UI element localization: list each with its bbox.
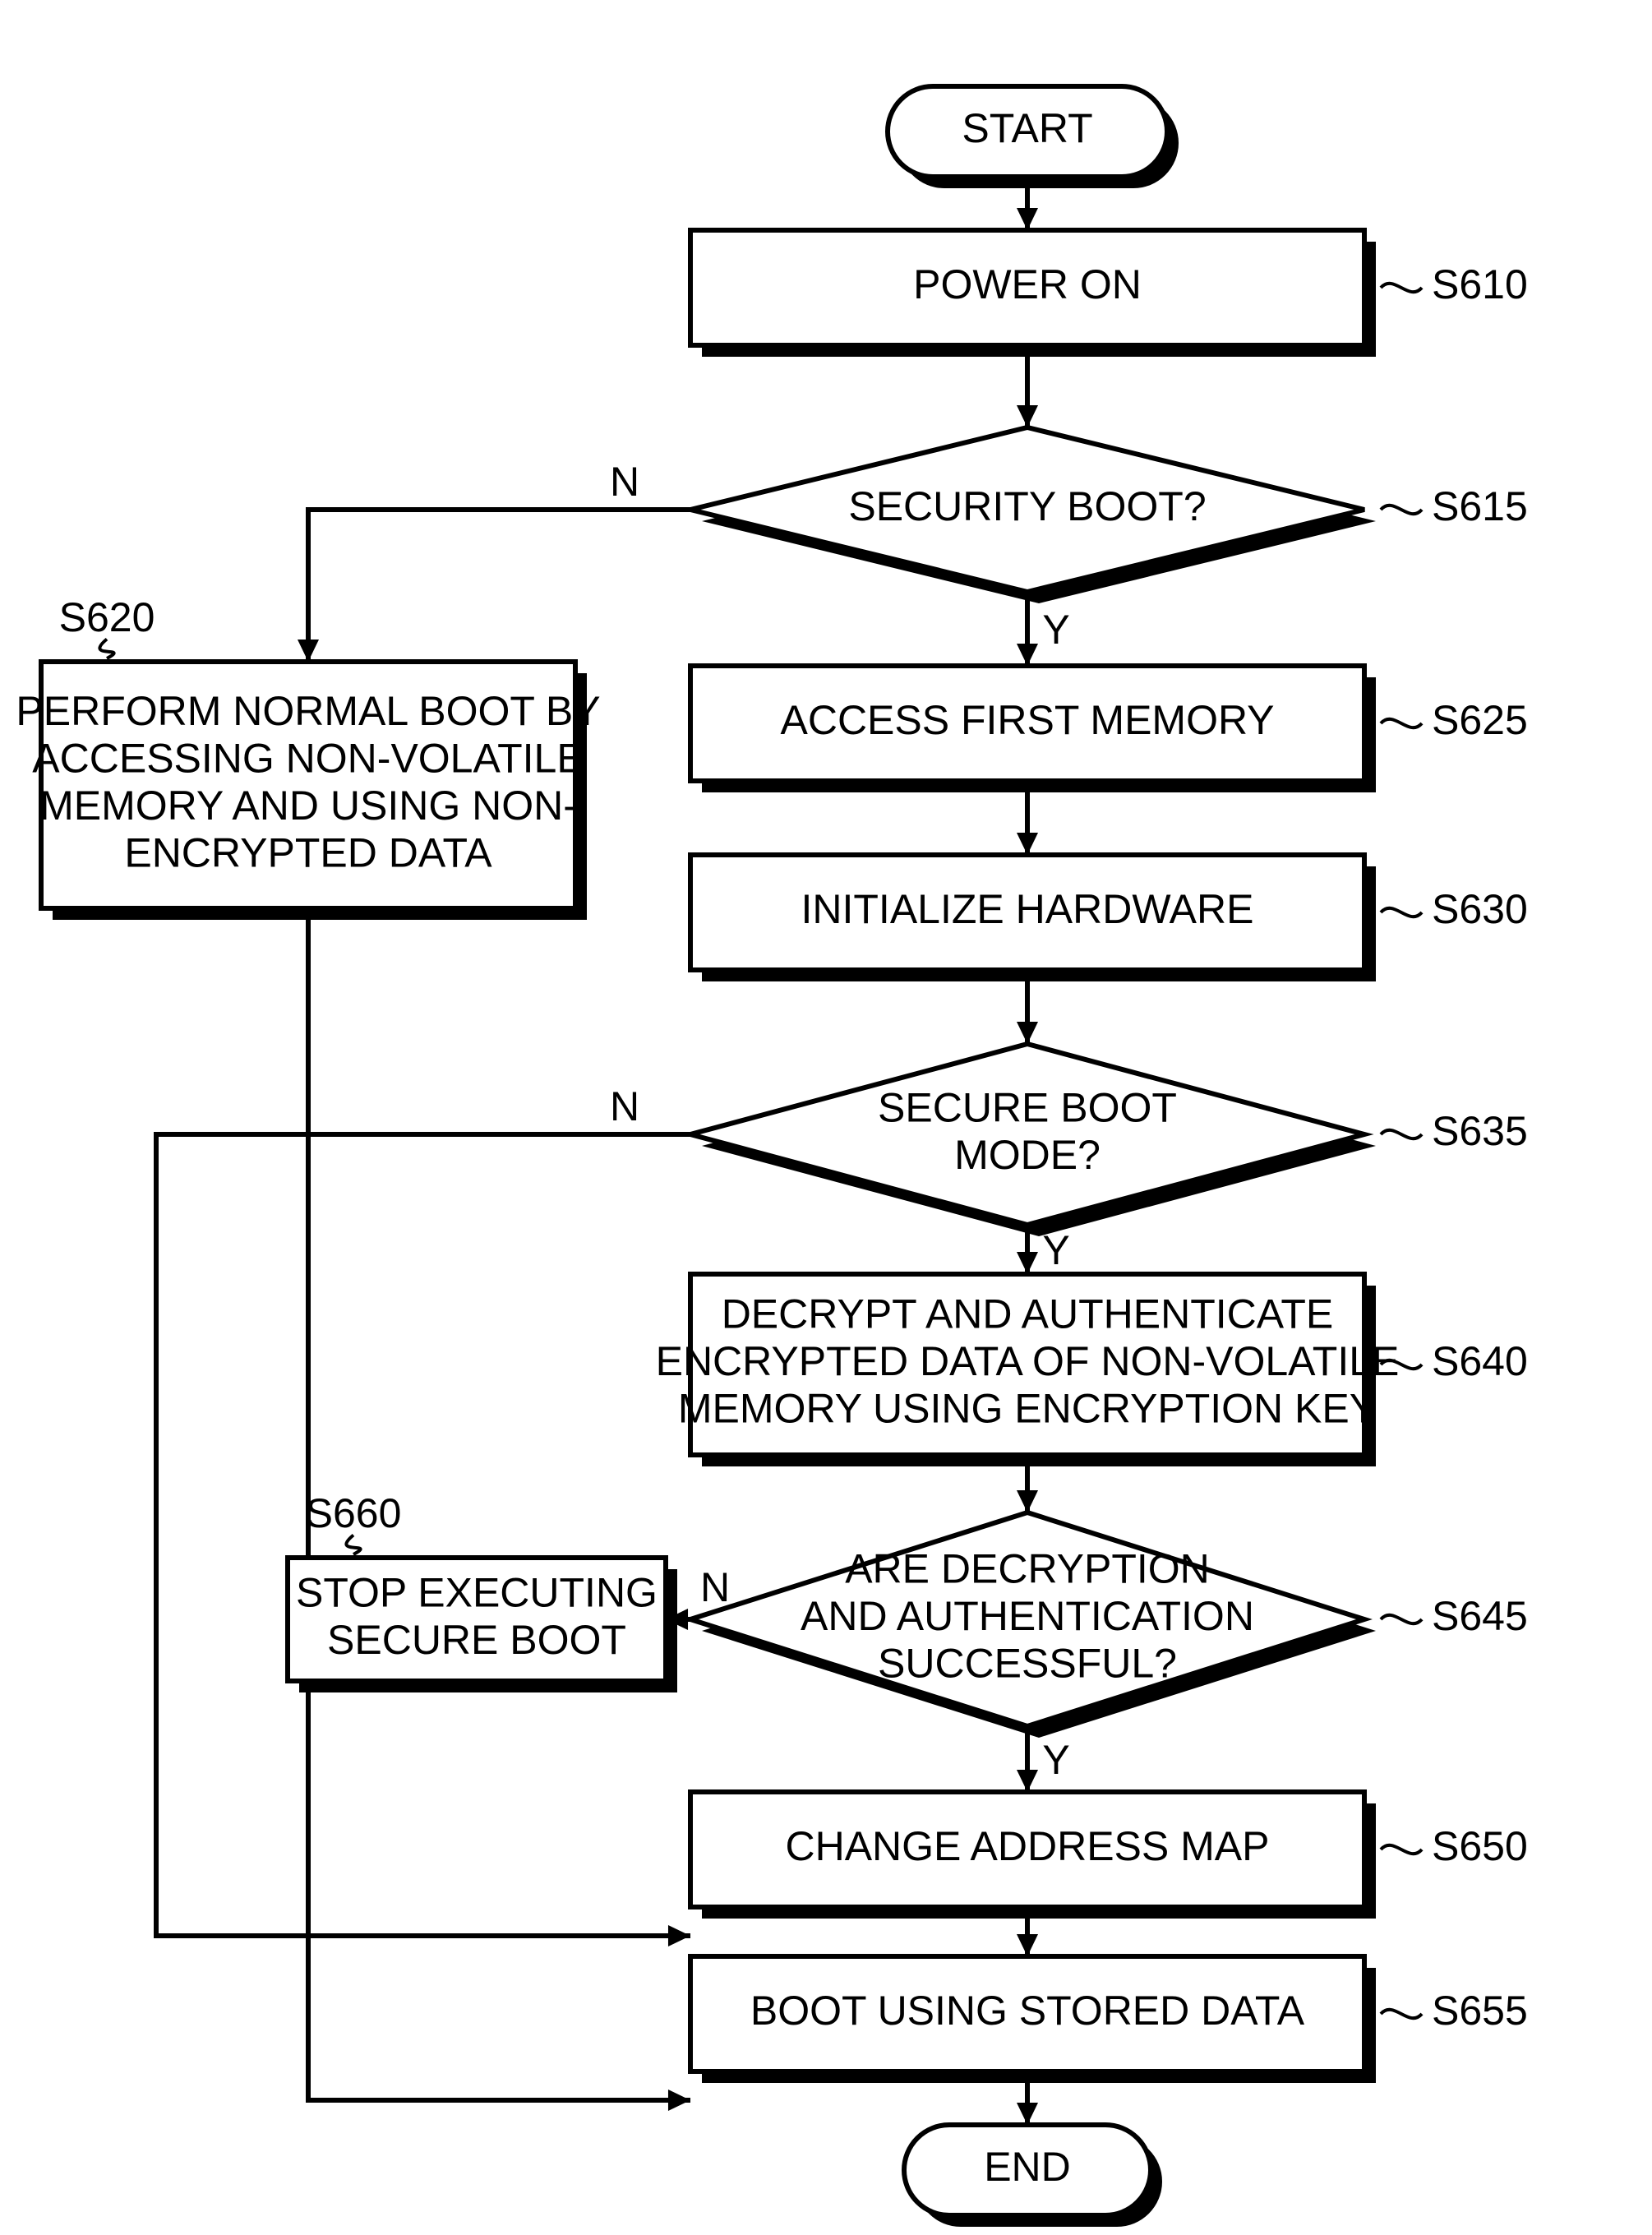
svg-text:ENCRYPTED DATA: ENCRYPTED DATA: [124, 829, 492, 875]
svg-text:END: END: [984, 2144, 1071, 2190]
svg-text:ENCRYPTED DATA OF NON-VOLATILE: ENCRYPTED DATA OF NON-VOLATILE: [656, 1338, 1400, 1384]
svg-text:MEMORY USING ENCRYPTION KEY: MEMORY USING ENCRYPTION KEY: [678, 1386, 1377, 1432]
svg-text:S635: S635: [1432, 1108, 1528, 1154]
svg-text:STOP EXECUTING: STOP EXECUTING: [296, 1569, 658, 1615]
svg-text:SUCCESSFUL?: SUCCESSFUL?: [878, 1641, 1177, 1687]
terminator-node: END: [904, 2125, 1162, 2227]
process-node: POWER ON S610: [690, 230, 1528, 357]
svg-text:S650: S650: [1432, 1823, 1528, 1869]
svg-text:S645: S645: [1432, 1593, 1528, 1639]
svg-text:SECURE BOOT: SECURE BOOT: [327, 1617, 626, 1663]
svg-text:N: N: [610, 459, 639, 505]
svg-text:ARE DECRYPTION: ARE DECRYPTION: [845, 1546, 1210, 1592]
process-node: DECRYPT AND AUTHENTICATEENCRYPTED DATA O…: [656, 1274, 1528, 1466]
svg-text:SECURITY BOOT?: SECURITY BOOT?: [848, 483, 1206, 529]
edge: Y: [1017, 592, 1070, 666]
svg-text:S660: S660: [306, 1490, 402, 1536]
flowchart: Y N Y N Y N START POWER ON S610 SECURITY BOOT? S61…: [0, 0, 1652, 2235]
process-node: INITIALIZE HARDWARE S630: [690, 855, 1528, 981]
svg-text:POWER ON: POWER ON: [913, 261, 1142, 307]
svg-text:SECURE BOOT: SECURE BOOT: [878, 1084, 1177, 1130]
svg-text:AND AUTHENTICATION: AND AUTHENTICATION: [801, 1593, 1254, 1639]
svg-text:ACCESS FIRST MEMORY: ACCESS FIRST MEMORY: [780, 697, 1274, 743]
svg-text:MEMORY AND USING NON-: MEMORY AND USING NON-: [39, 783, 577, 829]
svg-text:PERFORM NORMAL BOOT BY: PERFORM NORMAL BOOT BY: [16, 688, 600, 734]
svg-text:S610: S610: [1432, 261, 1528, 307]
decision-node: ARE DECRYPTIONAND AUTHENTICATIONSUCCESSF…: [690, 1512, 1528, 1738]
svg-text:S655: S655: [1432, 1988, 1528, 2034]
svg-text:S640: S640: [1432, 1338, 1528, 1384]
svg-text:BOOT USING STORED DATA: BOOT USING STORED DATA: [750, 1988, 1305, 2034]
process-node: BOOT USING STORED DATA S655: [690, 1956, 1528, 2083]
process-node: STOP EXECUTINGSECURE BOOT S660: [288, 1490, 677, 1692]
svg-text:Y: Y: [1042, 1227, 1069, 1273]
svg-text:DECRYPT AND AUTHENTICATE: DECRYPT AND AUTHENTICATE: [722, 1291, 1334, 1337]
edge: N: [156, 1083, 690, 1946]
svg-text:N: N: [610, 1083, 639, 1129]
svg-text:S625: S625: [1432, 697, 1528, 743]
process-node: CHANGE ADDRESS MAP S650: [690, 1792, 1528, 1919]
svg-text:INITIALIZE HARDWARE: INITIALIZE HARDWARE: [801, 886, 1254, 932]
svg-text:START: START: [962, 105, 1092, 151]
edge: N: [298, 459, 690, 662]
decision-node: SECURITY BOOT? S615: [690, 427, 1528, 603]
svg-text:S615: S615: [1432, 483, 1528, 529]
svg-text:S630: S630: [1432, 886, 1528, 932]
svg-text:Y: Y: [1042, 1737, 1069, 1783]
process-node: ACCESS FIRST MEMORY S625: [690, 666, 1528, 792]
svg-text:ACCESSING NON-VOLATILE: ACCESSING NON-VOLATILE: [32, 735, 584, 781]
svg-text:N: N: [700, 1564, 730, 1610]
svg-text:CHANGE ADDRESS MAP: CHANGE ADDRESS MAP: [785, 1823, 1269, 1869]
decision-node: SECURE BOOTMODE? S635: [690, 1044, 1528, 1236]
svg-text:S620: S620: [59, 594, 155, 640]
svg-text:MODE?: MODE?: [954, 1132, 1101, 1178]
svg-text:Y: Y: [1042, 607, 1069, 653]
terminator-node: START: [888, 86, 1179, 188]
edge: [1017, 345, 1038, 427]
